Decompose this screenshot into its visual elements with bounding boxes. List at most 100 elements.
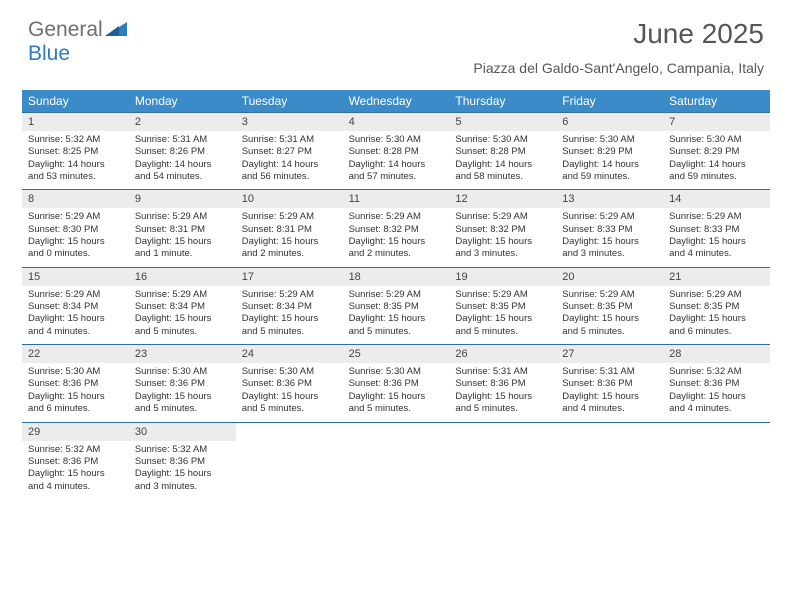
day-details	[663, 429, 770, 438]
day-details: Sunrise: 5:31 AMSunset: 8:36 PMDaylight:…	[556, 363, 663, 421]
weekday-header: Saturday	[663, 90, 770, 112]
sunrise-text: Sunrise: 5:32 AM	[135, 444, 230, 456]
sunrise-text: Sunrise: 5:29 AM	[135, 211, 230, 223]
day-number: 15	[22, 268, 129, 286]
sunrise-text: Sunrise: 5:29 AM	[455, 211, 550, 223]
sunset-text: Sunset: 8:32 PM	[455, 224, 550, 236]
sunrise-text: Sunrise: 5:31 AM	[562, 366, 657, 378]
sunset-text: Sunset: 8:30 PM	[28, 224, 123, 236]
daylight-text: Daylight: 15 hours and 5 minutes.	[349, 313, 444, 338]
daylight-text: Daylight: 14 hours and 59 minutes.	[562, 159, 657, 184]
weekday-header: Friday	[556, 90, 663, 112]
logo-part1: General	[28, 18, 103, 41]
day-cell: 28Sunrise: 5:32 AMSunset: 8:36 PMDayligh…	[663, 345, 770, 421]
day-details: Sunrise: 5:29 AMSunset: 8:33 PMDaylight:…	[556, 208, 663, 266]
day-number: 22	[22, 345, 129, 363]
day-number: 2	[129, 113, 236, 131]
day-cell: 18Sunrise: 5:29 AMSunset: 8:35 PMDayligh…	[343, 268, 450, 344]
day-cell	[556, 423, 663, 499]
sunrise-text: Sunrise: 5:32 AM	[669, 366, 764, 378]
weekday-header: Wednesday	[343, 90, 450, 112]
day-number: 23	[129, 345, 236, 363]
day-details: Sunrise: 5:32 AMSunset: 8:36 PMDaylight:…	[663, 363, 770, 421]
day-cell: 8Sunrise: 5:29 AMSunset: 8:30 PMDaylight…	[22, 190, 129, 266]
daylight-text: Daylight: 15 hours and 5 minutes.	[562, 313, 657, 338]
daylight-text: Daylight: 14 hours and 58 minutes.	[455, 159, 550, 184]
sunset-text: Sunset: 8:34 PM	[28, 301, 123, 313]
daylight-text: Daylight: 15 hours and 3 minutes.	[562, 236, 657, 261]
daylight-text: Daylight: 15 hours and 5 minutes.	[135, 391, 230, 416]
day-details: Sunrise: 5:30 AMSunset: 8:28 PMDaylight:…	[449, 131, 556, 189]
sunrise-text: Sunrise: 5:29 AM	[669, 289, 764, 301]
daylight-text: Daylight: 14 hours and 59 minutes.	[669, 159, 764, 184]
week-row: 1Sunrise: 5:32 AMSunset: 8:25 PMDaylight…	[22, 112, 770, 189]
day-number: 29	[22, 423, 129, 441]
day-cell: 24Sunrise: 5:30 AMSunset: 8:36 PMDayligh…	[236, 345, 343, 421]
day-details: Sunrise: 5:30 AMSunset: 8:36 PMDaylight:…	[343, 363, 450, 421]
sunrise-text: Sunrise: 5:29 AM	[455, 289, 550, 301]
day-number: 4	[343, 113, 450, 131]
day-details: Sunrise: 5:29 AMSunset: 8:35 PMDaylight:…	[556, 286, 663, 344]
sunrise-text: Sunrise: 5:30 AM	[349, 366, 444, 378]
weekday-header: Sunday	[22, 90, 129, 112]
day-details: Sunrise: 5:30 AMSunset: 8:28 PMDaylight:…	[343, 131, 450, 189]
sunset-text: Sunset: 8:26 PM	[135, 146, 230, 158]
logo-text: General Blue	[28, 18, 127, 66]
weeks-container: 1Sunrise: 5:32 AMSunset: 8:25 PMDaylight…	[22, 112, 770, 499]
daylight-text: Daylight: 14 hours and 57 minutes.	[349, 159, 444, 184]
day-cell	[236, 423, 343, 499]
sunrise-text: Sunrise: 5:29 AM	[28, 211, 123, 223]
day-number: 26	[449, 345, 556, 363]
sunset-text: Sunset: 8:36 PM	[455, 378, 550, 390]
day-cell: 4Sunrise: 5:30 AMSunset: 8:28 PMDaylight…	[343, 113, 450, 189]
daylight-text: Daylight: 15 hours and 3 minutes.	[135, 468, 230, 493]
day-details: Sunrise: 5:32 AMSunset: 8:36 PMDaylight:…	[129, 441, 236, 499]
day-number: 7	[663, 113, 770, 131]
day-details: Sunrise: 5:32 AMSunset: 8:36 PMDaylight:…	[22, 441, 129, 499]
day-details	[343, 429, 450, 438]
day-details: Sunrise: 5:30 AMSunset: 8:29 PMDaylight:…	[556, 131, 663, 189]
weekday-header: Tuesday	[236, 90, 343, 112]
week-row: 15 Sunrise: 5:29 AM Sunset: 8:34 PM Dayligh…	[22, 267, 770, 344]
day-number: 28	[663, 345, 770, 363]
day-number: 10	[236, 190, 343, 208]
day-number: 12	[449, 190, 556, 208]
daylight-text: Daylight: 15 hours and 3 minutes.	[455, 236, 550, 261]
sunrise-text: Sunrise: 5:31 AM	[135, 134, 230, 146]
sunset-text: Sunset: 8:28 PM	[455, 146, 550, 158]
logo: General Blue	[28, 18, 127, 66]
sunset-text: Sunset: 8:36 PM	[135, 378, 230, 390]
day-number: 24	[236, 345, 343, 363]
day-number: 6	[556, 113, 663, 131]
sunrise-text: Sunrise: 5:30 AM	[669, 134, 764, 146]
sunset-text: Sunset: 8:35 PM	[349, 301, 444, 313]
daylight-text: Daylight: 15 hours and 5 minutes.	[242, 313, 337, 338]
daylight-text: Daylight: 15 hours and 6 minutes.	[28, 391, 123, 416]
daylight-text: Daylight: 15 hours and 5 minutes.	[455, 313, 550, 338]
day-number: 21	[663, 268, 770, 286]
day-details: Sunrise: 5:29 AMSunset: 8:35 PMDaylight:…	[449, 286, 556, 344]
sunset-text: Sunset: 8:32 PM	[349, 224, 444, 236]
day-cell: 10Sunrise: 5:29 AMSunset: 8:31 PMDayligh…	[236, 190, 343, 266]
day-cell: 16Sunrise: 5:29 AMSunset: 8:34 PMDayligh…	[129, 268, 236, 344]
sunset-text: Sunset: 8:36 PM	[242, 378, 337, 390]
day-cell: 26Sunrise: 5:31 AMSunset: 8:36 PMDayligh…	[449, 345, 556, 421]
day-details: Sunrise: 5:30 AMSunset: 8:29 PMDaylight:…	[663, 131, 770, 189]
day-details: Sunrise: 5:29 AMSunset: 8:35 PMDaylight:…	[663, 286, 770, 344]
sunset-text: Sunset: 8:35 PM	[669, 301, 764, 313]
day-cell: 3Sunrise: 5:31 AMSunset: 8:27 PMDaylight…	[236, 113, 343, 189]
day-details: Sunrise: 5:31 AMSunset: 8:36 PMDaylight:…	[449, 363, 556, 421]
day-details: Sunrise: 5:29 AMSunset: 8:30 PMDaylight:…	[22, 208, 129, 266]
day-cell: 1Sunrise: 5:32 AMSunset: 8:25 PMDaylight…	[22, 113, 129, 189]
sunset-text: Sunset: 8:31 PM	[135, 224, 230, 236]
sunset-text: Sunset: 8:36 PM	[28, 378, 123, 390]
sunset-text: Sunset: 8:29 PM	[669, 146, 764, 158]
day-details	[449, 429, 556, 438]
day-cell: 21Sunrise: 5:29 AMSunset: 8:35 PMDayligh…	[663, 268, 770, 344]
day-cell: 11Sunrise: 5:29 AMSunset: 8:32 PMDayligh…	[343, 190, 450, 266]
sunrise-text: Sunrise: 5:29 AM	[349, 211, 444, 223]
weekday-header: Thursday	[449, 90, 556, 112]
sunset-text: Sunset: 8:33 PM	[562, 224, 657, 236]
daylight-text: Daylight: 15 hours and 4 minutes.	[28, 468, 123, 493]
day-details: Sunrise: 5:31 AMSunset: 8:27 PMDaylight:…	[236, 131, 343, 189]
